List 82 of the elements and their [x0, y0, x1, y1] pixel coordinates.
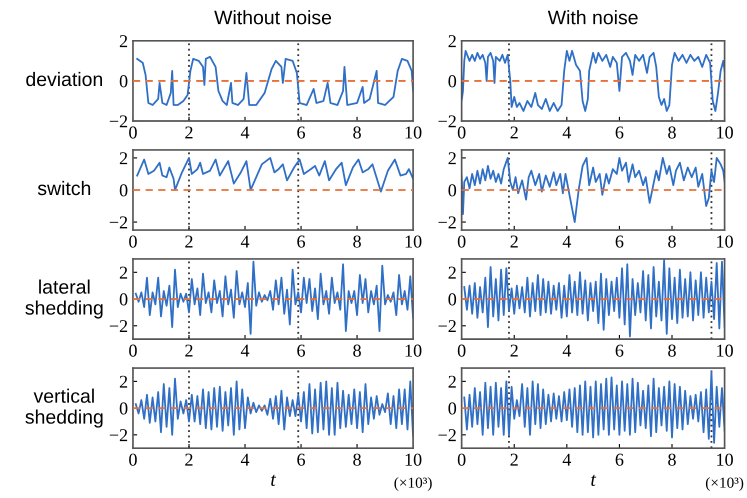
y-tick-label: 0	[448, 75, 456, 88]
y-tick-label: −2	[438, 320, 456, 332]
x-tick-label: 0	[458, 344, 466, 357]
y-tick-label: −2	[110, 216, 128, 228]
text: (×10³)	[394, 477, 432, 491]
x-tick-label: 6	[297, 236, 306, 248]
x-tick-label: 10	[406, 454, 422, 466]
y-tick-label: −2	[110, 429, 128, 442]
x-tick-label: 4	[562, 236, 572, 248]
x-axis-title: t	[591, 474, 596, 486]
x-tick-label: 10	[717, 126, 733, 139]
x-tick-label: 10	[717, 235, 733, 248]
y-tick-label: 2	[448, 35, 456, 48]
x-tick-label: 0	[458, 454, 466, 466]
y-tick-label: 0	[120, 75, 128, 88]
x-tick-label: 8	[668, 126, 676, 139]
x-tick-label: 10	[406, 126, 422, 139]
x-tick-label: 8	[668, 454, 676, 466]
x-tick-label: 2	[185, 126, 193, 138]
y-tick-label: 2	[120, 152, 128, 164]
x-tick-label: 2	[510, 344, 518, 357]
x-tick-label: 6	[297, 454, 306, 466]
x-tick-label: 6	[616, 454, 624, 466]
x-tick-label: 4	[240, 126, 250, 138]
x-tick-label: 6	[297, 344, 306, 357]
x-tick-label: 4	[562, 126, 572, 138]
x-tick-label: 10	[406, 235, 422, 248]
y-tick-label: 0	[120, 402, 128, 415]
x-tick-label: 2	[185, 454, 193, 466]
x-tick-label: 10	[717, 454, 733, 466]
y-tick-label: 2	[448, 266, 456, 279]
x-tick-label: 2	[185, 236, 193, 248]
y-tick-label: −2	[110, 115, 128, 128]
y-tick-label: 2	[448, 376, 456, 388]
x-tick-label: 2	[510, 236, 518, 248]
y-tick-label: 0	[120, 184, 128, 196]
chart-title: Without noise	[214, 10, 332, 24]
x-tick-label: 6	[616, 344, 624, 357]
x-tick-label: 4	[562, 344, 572, 357]
chart-title: With noise	[548, 10, 638, 24]
y-axis-title: deviation	[26, 72, 102, 86]
x-tick-label: 8	[668, 344, 676, 357]
y-tick-label: −2	[438, 216, 456, 228]
x-tick-label: 0	[129, 235, 137, 248]
y-tick-label: −2	[438, 429, 456, 442]
y-tick-label: −2	[110, 320, 128, 332]
x-tick-label: 2	[510, 454, 518, 466]
x-tick-label: 8	[668, 235, 676, 248]
x-tick-label: 8	[353, 454, 361, 466]
x-tick-label: 6	[297, 126, 306, 139]
x-tick-label: 2	[510, 126, 518, 138]
x-tick-label: 4	[240, 236, 250, 248]
x-tick-label: 6	[616, 126, 624, 139]
y-axis-title: vertical shedding	[25, 388, 103, 428]
x-tick-label: 0	[458, 126, 466, 139]
y-tick-label: 0	[120, 293, 128, 306]
x-tick-label: 0	[129, 344, 137, 357]
y-tick-label: 0	[448, 402, 456, 415]
x-tick-label: 10	[406, 344, 422, 357]
x-tick-label: 0	[458, 235, 466, 248]
y-tick-label: 2	[120, 266, 128, 279]
x-tick-label: 8	[353, 126, 361, 139]
y-tick-label: −2	[438, 115, 456, 128]
y-tick-label: 2	[448, 152, 456, 164]
y-axis-title: switch	[38, 180, 90, 196]
y-tick-label: 2	[120, 35, 128, 48]
text: (×10³)	[706, 477, 744, 491]
x-tick-label: 10	[717, 344, 733, 357]
y-tick-label: 0	[448, 293, 456, 306]
x-tick-label: 6	[616, 236, 624, 248]
y-tick-label: 2	[120, 376, 128, 388]
y-tick-label: 0	[448, 184, 456, 196]
x-tick-label: 8	[353, 235, 361, 248]
x-axis-title: t	[271, 474, 276, 486]
x-tick-label: 2	[185, 344, 193, 357]
x-tick-label: 0	[129, 454, 137, 466]
y-axis-title: lateral shedding	[25, 280, 103, 319]
x-tick-label: 0	[129, 126, 137, 139]
x-tick-label: 8	[353, 344, 361, 357]
x-tick-label: 4	[240, 344, 250, 357]
x-tick-label: 4	[240, 454, 250, 466]
x-tick-label: 4	[562, 454, 572, 466]
